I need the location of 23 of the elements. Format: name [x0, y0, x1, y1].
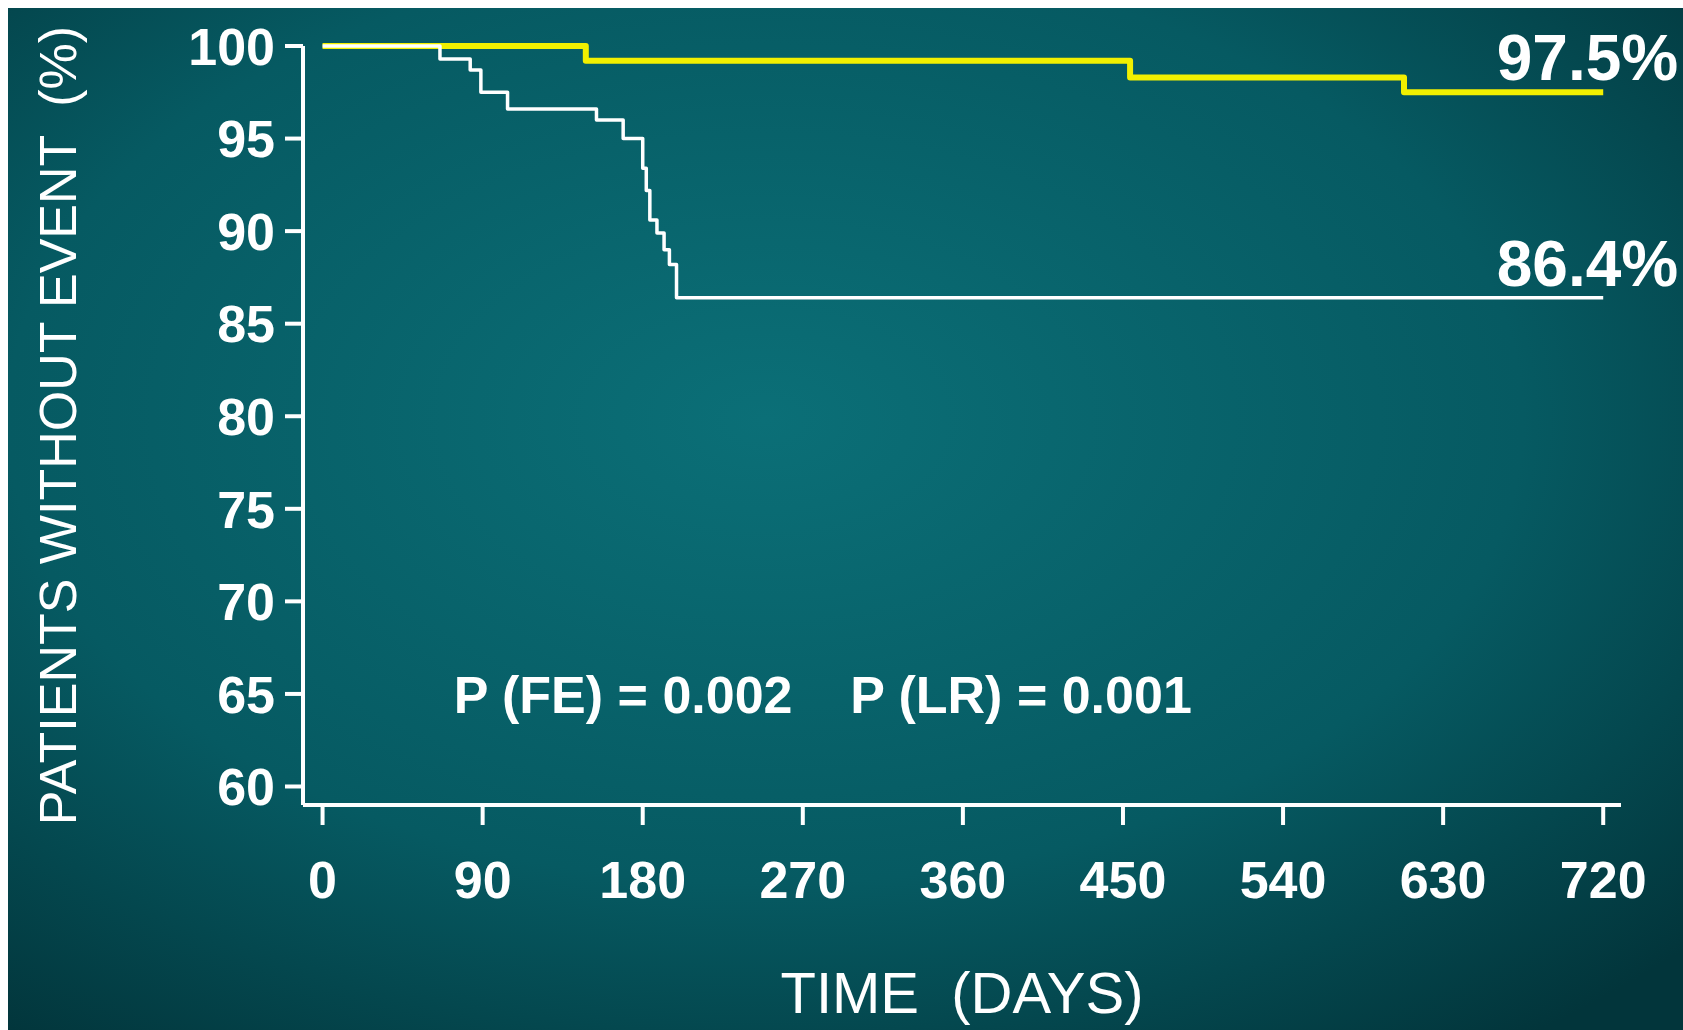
x-tick-label: 0 [308, 851, 338, 909]
y-tick-label: 70 [217, 573, 275, 632]
y-tick-label: 100 [188, 17, 275, 76]
y-tick-label: 85 [217, 295, 275, 354]
annotation: 97.5% [1496, 22, 1679, 95]
annotation: 86.4% [1496, 227, 1679, 300]
x-tick-label: 450 [1079, 851, 1167, 909]
x-tick-label: 720 [1559, 851, 1647, 909]
y-tick-label: 75 [217, 480, 275, 539]
y-tick-label: 95 [217, 110, 275, 169]
x-tick-label: 180 [599, 851, 687, 909]
y-tick-label: 60 [217, 758, 275, 817]
annotation: P (FE) = 0.002 P (LR) = 0.001 [453, 665, 1192, 724]
x-axis-title: TIME (DAYS) [780, 960, 1144, 1025]
x-tick-label: 630 [1399, 851, 1487, 909]
x-tick-label: 90 [453, 851, 512, 909]
y-tick-label: 90 [217, 202, 275, 261]
x-tick-label: 360 [919, 851, 1007, 909]
x-tick-label: 270 [759, 851, 847, 909]
y-axis-title: PATIENTS WITHOUT EVENT (%) [29, 25, 87, 826]
y-tick-label: 65 [217, 665, 275, 724]
x-tick-label: 540 [1239, 851, 1327, 909]
y-tick-label: 80 [217, 387, 275, 446]
